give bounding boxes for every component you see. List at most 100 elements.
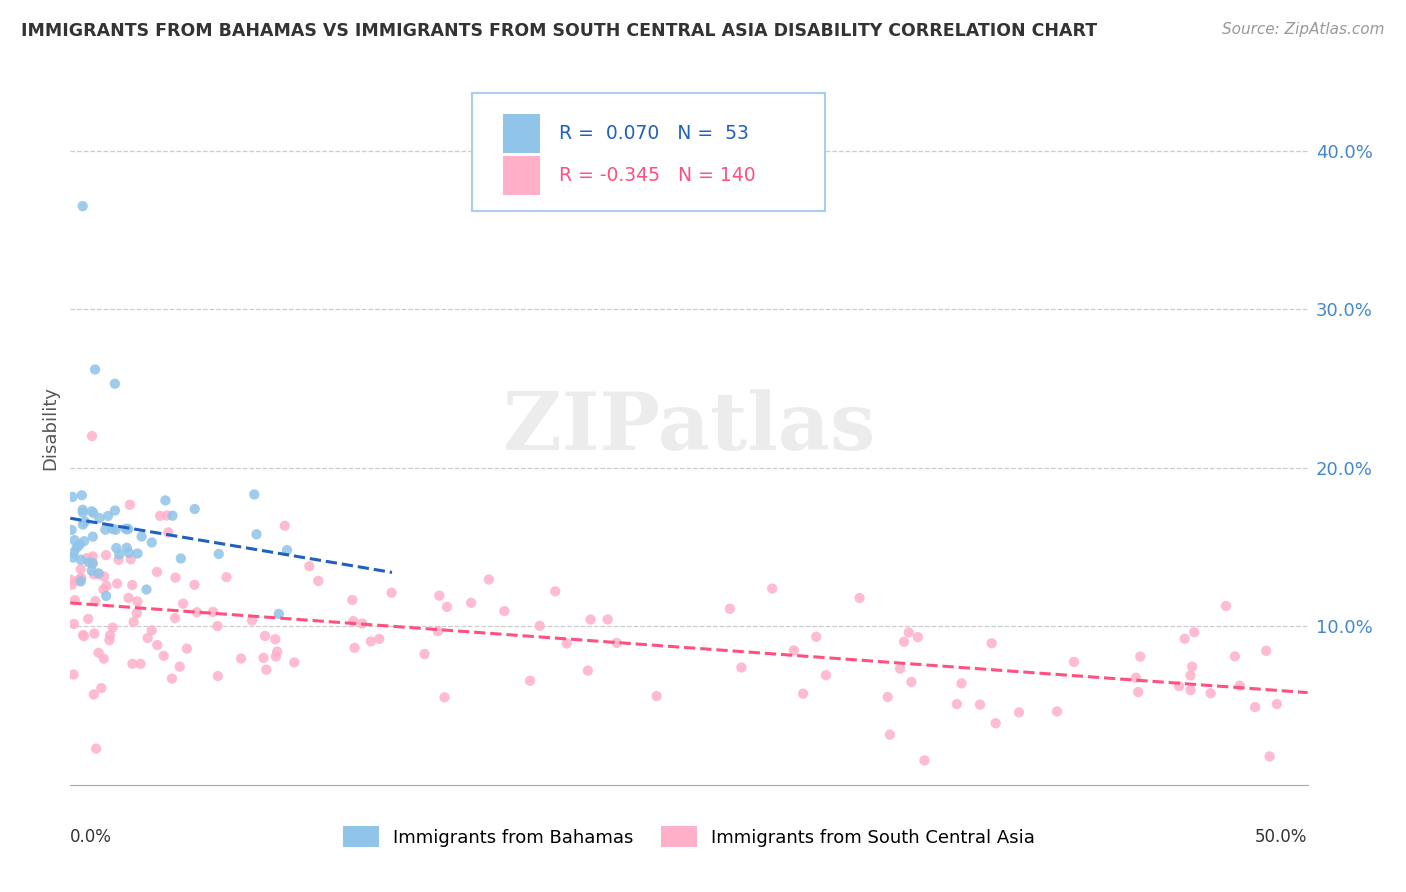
Point [90,681,112,695]
Text: 0.0%: 0.0% [70,828,112,846]
Point [76,551,98,566]
Point [69,537,91,551]
Point [264,632,287,647]
Point [980,636,1002,650]
Point [98,628,121,642]
Point [80,504,103,518]
Point [89,511,111,525]
Point [380,585,402,599]
Point [848,591,870,605]
Point [104,503,127,517]
Point [82,506,104,520]
Point [87,646,110,660]
Point [298,559,321,574]
Point [1126,685,1149,699]
Point [1168,679,1191,693]
Point [1256,644,1278,658]
Point [146,638,169,652]
Text: R =  0.070   N =  53: R = 0.070 N = 53 [560,124,749,144]
Point [427,589,450,603]
Point [82,557,104,571]
Point [169,659,191,673]
Point [149,508,172,523]
Point [104,523,127,537]
Text: ZIPatlas: ZIPatlas [503,389,875,467]
Point [101,621,124,635]
Point [176,641,198,656]
Point [83,567,105,582]
Point [806,630,828,644]
Point [544,584,567,599]
Point [307,574,329,588]
Point [93,569,115,583]
Point [136,631,159,645]
Point [436,599,458,614]
Point [84,362,107,376]
Point [1046,705,1069,719]
Point [60,523,83,537]
Point [89,567,111,582]
Point [914,754,936,768]
Point [69,574,91,589]
Point [120,552,142,566]
Point [84,741,107,756]
Point [969,698,991,712]
Point [80,429,103,443]
Point [208,547,231,561]
FancyBboxPatch shape [503,114,540,153]
Point [70,571,93,585]
Point [94,548,117,562]
Point [114,522,136,536]
Point [131,530,153,544]
Point [165,571,187,585]
Point [907,630,929,644]
Point [69,562,91,576]
Point [152,648,174,663]
Point [93,582,115,597]
Point [157,525,180,540]
Point [342,614,364,628]
Point [254,663,277,677]
Point [1008,706,1031,720]
Point [245,527,267,541]
FancyBboxPatch shape [472,93,825,211]
Point [67,574,90,588]
Point [283,656,305,670]
Point [162,508,184,523]
Point [814,668,837,682]
Point [240,613,263,627]
Point [229,651,252,665]
Point [1244,700,1267,714]
Point [108,547,131,561]
Point [1229,679,1251,693]
Point [576,664,599,678]
Point [125,606,148,620]
Point [1063,655,1085,669]
Point [87,566,110,581]
Point [70,488,93,502]
Point [93,651,115,665]
Point [266,644,288,658]
Point [118,498,141,512]
Point [122,615,145,629]
Point [264,649,287,664]
Point [252,651,274,665]
Point [63,545,86,559]
Point [141,624,163,638]
Point [1182,625,1205,640]
Point [69,552,91,566]
Point [101,522,124,536]
Point [98,633,121,648]
Point [172,597,194,611]
Point [94,523,117,537]
Point [104,376,127,391]
Text: IMMIGRANTS FROM BAHAMAS VS IMMIGRANTS FROM SOUTH CENTRAL ASIA DISABILITY CORRELA: IMMIGRANTS FROM BAHAMAS VS IMMIGRANTS FR… [21,22,1097,40]
Point [426,624,449,639]
Point [97,508,120,523]
Point [413,647,436,661]
Point [606,636,628,650]
Point [201,605,224,619]
Point [946,697,969,711]
Point [117,591,139,605]
Point [77,555,100,569]
